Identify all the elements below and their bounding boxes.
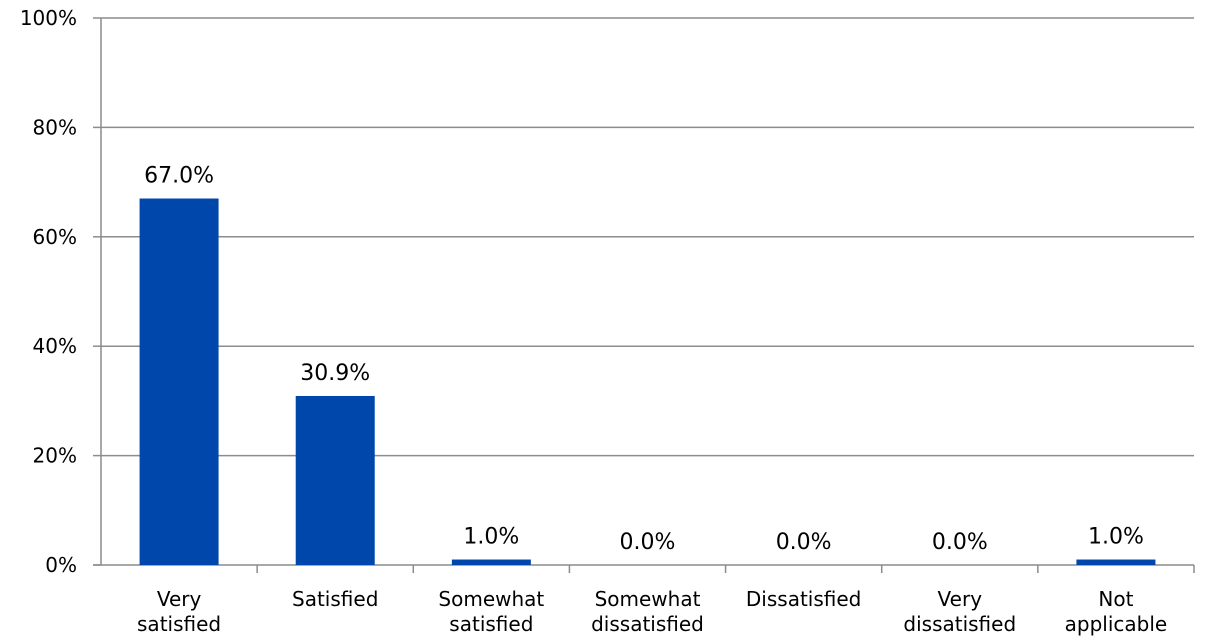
bar xyxy=(295,395,375,565)
data-label: 67.0% xyxy=(144,164,214,189)
data-label: 0.0% xyxy=(620,530,676,555)
category-label: Somewhat xyxy=(438,587,544,611)
data-label: 1.0% xyxy=(1088,525,1144,550)
category-label: Very xyxy=(938,587,983,611)
gridlines xyxy=(101,17,1194,457)
category-label: applicable xyxy=(1065,612,1168,636)
y-tick-label: 20% xyxy=(33,444,77,468)
data-label: 30.9% xyxy=(300,361,370,386)
y-tick-label: 80% xyxy=(33,115,77,139)
y-tick-labels: 0% 20% 40% 60% 80% 100% xyxy=(20,6,77,577)
category-label: dissatisfied xyxy=(591,612,704,636)
category-label: satisfied xyxy=(449,612,533,636)
category-label: dissatisfied xyxy=(903,612,1016,636)
bar xyxy=(1076,559,1156,565)
y-tick-label: 60% xyxy=(33,225,77,249)
data-labels: 67.0% 30.9% 1.0% 0.0% 0.0% 0.0% 1.0% xyxy=(144,164,1144,555)
data-label: 0.0% xyxy=(776,530,832,555)
category-label: Dissatisfied xyxy=(746,587,861,611)
category-label: Somewhat xyxy=(595,587,701,611)
axes xyxy=(93,17,1195,573)
bar xyxy=(451,559,531,565)
category-label: satisfied xyxy=(137,612,221,636)
y-tick-label: 0% xyxy=(45,553,77,577)
bars xyxy=(139,198,1156,565)
data-label: 1.0% xyxy=(463,525,519,550)
category-label: Not xyxy=(1098,587,1133,611)
y-tick-label: 40% xyxy=(33,334,77,358)
category-label: Very xyxy=(157,587,202,611)
bar xyxy=(139,198,219,565)
y-tick-label: 100% xyxy=(20,6,77,30)
data-label: 0.0% xyxy=(932,530,988,555)
category-label: Satisfied xyxy=(292,587,378,611)
